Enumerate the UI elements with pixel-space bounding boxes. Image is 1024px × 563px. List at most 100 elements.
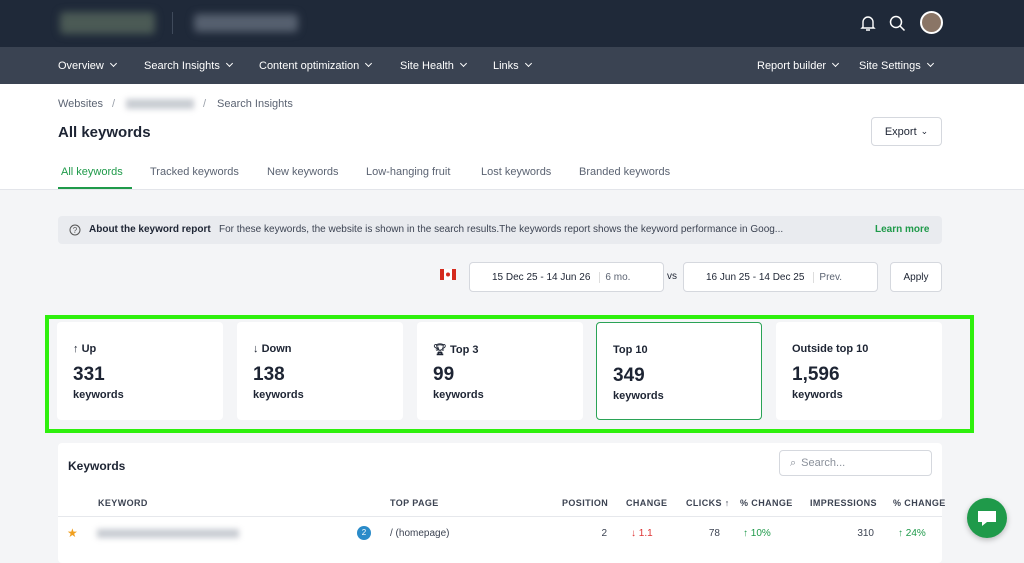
card-unit: keywords: [433, 389, 484, 401]
row-divider: [58, 516, 942, 517]
card-label: Outside top 10: [792, 343, 869, 355]
stat-card[interactable]: ↑ Up 331 keywords: [57, 322, 223, 420]
card-value: 99: [433, 364, 455, 385]
stat-card[interactable]: ↓ Down 138 keywords: [237, 322, 403, 420]
tab[interactable]: Lost keywords: [481, 166, 552, 178]
card-unit: keywords: [613, 390, 664, 402]
stat-card[interactable]: Outside top 10 1,596 keywords: [776, 322, 942, 420]
column-header[interactable]: KEYWORD: [98, 498, 148, 508]
star-icon[interactable]: ★: [67, 526, 78, 540]
column-header[interactable]: CLICKS ↑: [686, 498, 730, 508]
vs-label: vs: [667, 271, 677, 282]
nav-item[interactable]: Links: [493, 60, 531, 72]
search-icon[interactable]: [889, 15, 906, 32]
table-title: Keywords: [68, 459, 126, 473]
card-value: 138: [253, 364, 285, 385]
card-label-text: Down: [261, 343, 292, 355]
search-input[interactable]: ⌕ Search...: [779, 450, 932, 476]
column-header[interactable]: CHANGE: [626, 498, 668, 508]
placeholder: Search...: [801, 457, 846, 469]
period: 6 mo.: [599, 271, 630, 283]
card-unit: keywords: [253, 389, 304, 401]
logo[interactable]: [60, 12, 155, 34]
tab[interactable]: Tracked keywords: [150, 166, 239, 178]
country-flag[interactable]: [440, 269, 456, 280]
clicks: 78: [708, 528, 720, 539]
info-text: For these keywords, the website is shown…: [219, 224, 784, 235]
divider: [172, 12, 173, 34]
tab[interactable]: Low-hanging fruit: [366, 166, 451, 178]
column-header[interactable]: POSITION: [562, 498, 609, 508]
period: Prev.: [813, 271, 842, 283]
learn-more-link[interactable]: Learn more: [875, 224, 930, 235]
nav-item[interactable]: Search Insights: [144, 60, 232, 72]
chat-button[interactable]: [967, 498, 1007, 538]
nav-bar: Overview Search Insights Content optimiz…: [0, 47, 1024, 84]
position: 2: [601, 528, 607, 539]
avatar[interactable]: [920, 11, 943, 34]
date-range-picker[interactable]: 15 Dec 25 - 14 Jun 26 6 mo.: [469, 262, 664, 292]
change-value: 10%: [750, 528, 771, 539]
header-text: CLICKS: [686, 498, 722, 508]
nav-item[interactable]: Overview: [58, 60, 116, 72]
page-title: All keywords: [58, 124, 151, 141]
date-range: 16 Jun 25 - 14 Dec 25: [706, 271, 805, 283]
tab-indicator: [58, 187, 132, 189]
tab[interactable]: New keywords: [267, 166, 339, 178]
card-value: 1,596: [792, 364, 840, 385]
nav-item[interactable]: Site Health: [400, 60, 466, 72]
column-header[interactable]: % CHANGE: [740, 498, 793, 508]
site-selector[interactable]: [194, 14, 298, 32]
column-header[interactable]: % CHANGE: [893, 498, 946, 508]
tab[interactable]: Branded keywords: [579, 166, 671, 178]
breadcrumb-link[interactable]: Websites: [58, 98, 104, 110]
card-label-text: Up: [81, 343, 97, 355]
date-range: 15 Dec 25 - 14 Jun 26: [492, 271, 591, 283]
info-bar: ? About the keyword report For these key…: [58, 216, 942, 244]
keyword-text[interactable]: [97, 529, 239, 538]
button-label: Export: [884, 125, 917, 138]
card-label: 🏆︎ Top 3: [433, 344, 479, 356]
card-value: 349: [613, 365, 645, 386]
card-unit: keywords: [792, 389, 843, 401]
nav-item[interactable]: Content optimization: [259, 60, 371, 72]
apply-button[interactable]: Apply: [890, 262, 942, 292]
nav-item[interactable]: Report builder: [757, 60, 838, 72]
chevron: ⌄: [920, 126, 929, 136]
button-label: Apply: [903, 271, 929, 283]
breadcrumb-site[interactable]: [126, 99, 194, 109]
svg-text:?: ?: [73, 226, 78, 235]
highlight-box: [45, 315, 974, 433]
card-value: 331: [73, 364, 105, 385]
separator: /: [112, 98, 116, 110]
change: ↓ 1.1: [631, 528, 653, 539]
info-icon: ?: [69, 224, 81, 236]
tab[interactable]: All keywords: [61, 166, 123, 178]
nav-item[interactable]: Site Settings: [859, 60, 933, 72]
compare-range-picker[interactable]: 16 Jun 25 - 14 Dec 25 Prev.: [683, 262, 878, 292]
separator: /: [203, 98, 207, 110]
clicks-change: ↑ 10%: [743, 528, 771, 539]
card-unit: keywords: [73, 389, 124, 401]
column-header[interactable]: TOP PAGE: [390, 498, 439, 508]
stat-card[interactable]: 🏆︎ Top 3 99 keywords: [417, 322, 583, 420]
top-bar: [0, 0, 1024, 47]
change-value: 24%: [905, 528, 926, 539]
card-label-text: Top 3: [450, 344, 479, 356]
change-value: 1.1: [638, 528, 653, 539]
export-button[interactable]: Export ⌄: [871, 117, 942, 146]
card-label: ↓ Down: [253, 343, 292, 355]
page-header: Websites / / Search Insights All keyword…: [0, 84, 1024, 190]
card-label: Top 10: [613, 344, 648, 356]
bell-icon[interactable]: [860, 15, 876, 32]
card-label: ↑ Up: [73, 343, 97, 355]
chat-icon: [978, 511, 996, 526]
badge: 2: [357, 526, 371, 540]
stat-card[interactable]: Top 10 349 keywords: [596, 322, 762, 420]
impressions-change: ↑ 24%: [898, 528, 926, 539]
column-header[interactable]: IMPRESSIONS: [810, 498, 877, 508]
info-title: About the keyword report: [89, 224, 211, 235]
breadcrumb-current: Search Insights: [217, 98, 293, 110]
top-page[interactable]: / (homepage): [390, 528, 450, 539]
